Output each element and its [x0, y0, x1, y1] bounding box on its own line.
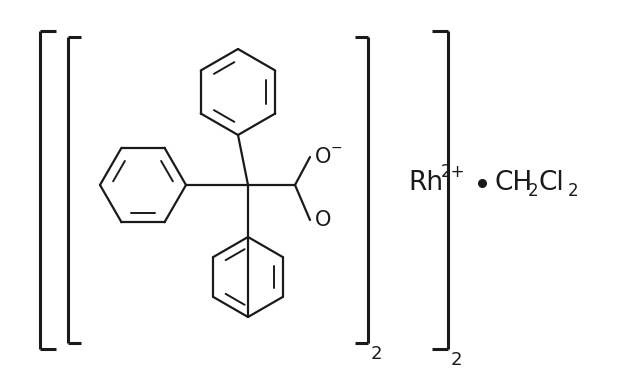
Text: 2: 2	[528, 182, 539, 200]
Text: O: O	[315, 210, 332, 230]
Text: 2: 2	[568, 182, 579, 200]
Text: 2: 2	[451, 351, 463, 369]
Text: O: O	[315, 147, 332, 167]
Text: 2+: 2+	[441, 163, 465, 181]
Text: CH: CH	[494, 170, 532, 196]
Text: 2: 2	[371, 345, 383, 363]
Text: Rh: Rh	[408, 170, 443, 196]
Text: −: −	[331, 141, 342, 155]
Text: Cl: Cl	[538, 170, 564, 196]
